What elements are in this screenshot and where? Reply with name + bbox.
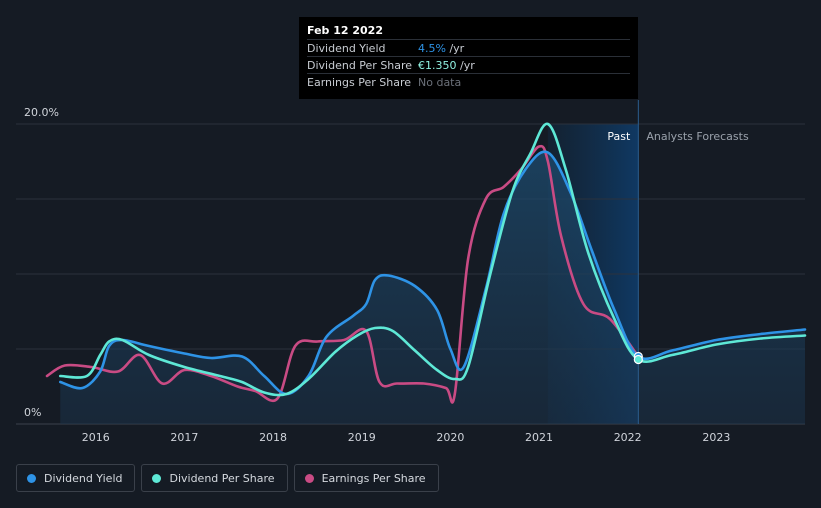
- x-tick-label: 2019: [348, 431, 376, 444]
- legend-label: Dividend Per Share: [169, 471, 275, 485]
- x-tick-label: 2016: [82, 431, 110, 444]
- x-tick-label: 2023: [702, 431, 730, 444]
- dividend-yield-area: [60, 151, 806, 424]
- tooltip-label: Earnings Per Share: [307, 76, 412, 89]
- tooltip-row-dividend-yield: Dividend Yield 4.5% /yr: [307, 39, 630, 57]
- forecast-label: Analysts Forecasts: [646, 130, 749, 143]
- dividend-yield-dot-icon: [27, 473, 36, 483]
- y-tick-label-zero: 0%: [24, 406, 41, 419]
- x-tick-label: 2021: [525, 431, 553, 444]
- dividend-yield-line: [59, 150, 807, 396]
- dividend-per-share-dot-icon: [152, 473, 162, 483]
- x-tick-label: 2022: [614, 431, 642, 444]
- tooltip-label: Dividend Yield: [307, 42, 386, 55]
- past-label: Past: [607, 130, 631, 143]
- x-tick-label: 2018: [259, 431, 287, 444]
- tooltip-unit: /yr: [456, 59, 475, 72]
- x-tick-label: 2020: [436, 431, 464, 444]
- tooltip-unit: /yr: [445, 42, 465, 55]
- y-tick-label-top: 20.0%: [24, 106, 59, 119]
- legend-label: Earnings Per Share: [321, 471, 426, 485]
- legend-label: Dividend Yield: [44, 471, 123, 485]
- tooltip-value: €1.350: [418, 59, 457, 72]
- earnings-per-share-dot-icon: [304, 473, 314, 483]
- tooltip-value: No data: [418, 76, 462, 89]
- legend-item-earnings-per-share[interactable]: Earnings Per Share: [293, 464, 439, 492]
- tooltip-date: Feb 12 2022: [307, 24, 383, 37]
- earnings-per-share-line: [45, 144, 640, 404]
- chart-tooltip: Feb 12 2022 Dividend Yield 4.5% /yr Divi…: [299, 17, 638, 99]
- chart-legend: Dividend Yield Dividend Per Share Earnin…: [16, 464, 439, 492]
- legend-item-dividend-per-share[interactable]: Dividend Per Share: [141, 464, 288, 492]
- tooltip-label: Dividend Per Share: [307, 59, 413, 72]
- tooltip-value: 4.5%: [418, 42, 446, 55]
- tooltip-row-dividend-per-share: Dividend Per Share €1.350 /yr: [307, 56, 630, 74]
- legend-item-dividend-yield[interactable]: Dividend Yield: [16, 464, 136, 492]
- tooltip-row-earnings-per-share: Earnings Per Share No data: [307, 73, 630, 91]
- x-tick-label: 2017: [170, 431, 198, 444]
- dividend-per-share-marker: [633, 354, 643, 365]
- dividend-per-share-line: [59, 122, 807, 397]
